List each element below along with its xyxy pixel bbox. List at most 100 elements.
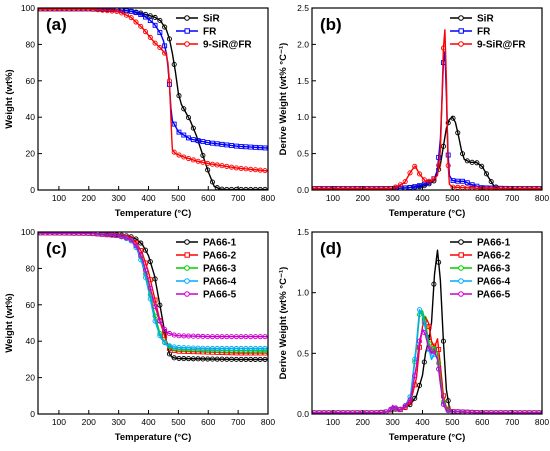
data-point-1-2 [440,45,446,51]
data-point-2-4 [128,237,134,243]
data-point-1-0 [440,143,446,149]
data-point-0-2 [162,50,168,56]
data-point-2-4 [229,334,235,340]
y-axis-label: Weight (wt%) [4,69,15,128]
series-1-2 [312,29,542,190]
data-point-3-0 [445,398,451,404]
legend-marker [458,291,464,297]
legend-label: FR [477,27,491,38]
x-axis-label: Temperature (°C) [115,208,191,219]
data-point-3-3 [416,307,423,313]
data-point-0-1 [186,135,191,141]
y-tick-label: 0.5 [297,149,309,159]
data-point-1-0 [464,158,470,164]
data-point-0-0 [181,106,187,112]
data-point-0-1 [238,144,244,149]
data-point-2-0 [142,247,149,253]
data-point-2-4 [138,252,144,259]
data-point-2-4 [71,232,77,236]
data-point-0-1 [162,43,168,49]
data-point-3-4 [531,410,537,414]
legend-marker [184,28,190,34]
data-point-1-2 [431,176,437,182]
data-point-2-4 [56,232,63,236]
data-point-2-3 [152,318,158,324]
x-tick-label: 500 [445,417,459,427]
data-point-2-4 [190,333,196,339]
data-point-2-0 [185,356,192,362]
data-point-0-2 [61,8,67,12]
data-point-3-4 [536,410,542,414]
data-point-2-3 [205,345,211,352]
data-point-0-2 [176,152,182,158]
data-point-0-2 [257,167,263,173]
series-3-3 [312,307,542,414]
data-point-2-3 [209,345,215,352]
data-point-0-2 [157,44,163,51]
x-tick-label: 100 [326,417,340,427]
legend-label: 9-SiR@FR [477,40,526,51]
data-point-1-2 [536,185,542,190]
data-point-1-2 [373,185,380,190]
legend-label: FR [203,27,217,38]
data-point-2-4 [47,232,53,236]
data-point-2-4 [252,334,259,340]
data-point-0-2 [224,163,230,169]
data-point-2-0 [205,356,211,362]
data-point-0-0 [185,115,192,121]
data-point-2-0 [190,356,196,362]
data-point-1-0 [459,151,466,157]
legend-label: PA66-1 [203,238,237,249]
data-point-0-0 [219,186,225,190]
data-point-2-0 [200,356,206,362]
data-point-0-2 [219,163,225,169]
data-point-1-0 [455,130,461,136]
y-tick-label: 40 [26,112,36,122]
chart-panel-1: 100 200 300 400 500 600 700 800 0.0 0.5 1.0 1.5 2.0 2… [278,3,549,219]
data-point-3-4 [421,330,427,336]
y-tick-label: 60 [26,300,36,310]
data-point-0-1 [214,141,220,147]
data-point-2-3 [157,333,163,339]
data-point-0-2 [214,162,220,168]
data-point-0-2 [233,165,239,171]
data-point-1-2 [369,185,375,190]
data-point-2-0 [219,356,225,362]
data-point-3-4 [436,366,442,372]
data-point-1-2 [359,185,365,190]
chart-panel-0: 100 200 300 400 500 600 700 800 0 20 40 60 80 100 Temp… [4,3,275,219]
data-point-0-2 [71,8,77,12]
panel-label: (a) [46,15,67,34]
data-point-2-0 [224,356,230,362]
legend-marker [184,252,190,258]
x-tick-label: 300 [112,193,126,203]
series-1-1 [312,51,542,190]
x-tick-label: 500 [171,417,185,427]
data-point-2-0 [209,356,215,362]
data-point-3-4 [373,410,380,414]
data-point-2-4 [133,243,139,249]
plot-frame [37,231,269,415]
y-tick-label: 0.0 [297,185,309,195]
data-point-3-4 [364,410,370,414]
y-tick-label: 2.5 [297,3,309,13]
data-point-3-4 [479,410,485,414]
data-point-2-4 [185,333,192,339]
data-point-0-1 [147,18,153,24]
data-point-0-2 [262,168,268,174]
data-point-0-2 [133,19,139,25]
data-point-3-4 [440,401,446,407]
data-point-1-1 [412,184,418,190]
data-point-2-0 [257,356,263,362]
series-line-1-1 [312,51,542,190]
panel-label: (c) [46,239,67,258]
data-point-1-2 [450,184,456,190]
legend-marker [184,41,190,47]
x-tick-label: 200 [356,193,370,203]
data-point-1-2 [526,185,533,190]
data-point-1-0 [483,171,489,177]
legend-marker [458,15,464,21]
data-point-2-0 [233,356,239,362]
data-point-2-4 [85,232,91,236]
data-point-0-0 [205,167,211,173]
